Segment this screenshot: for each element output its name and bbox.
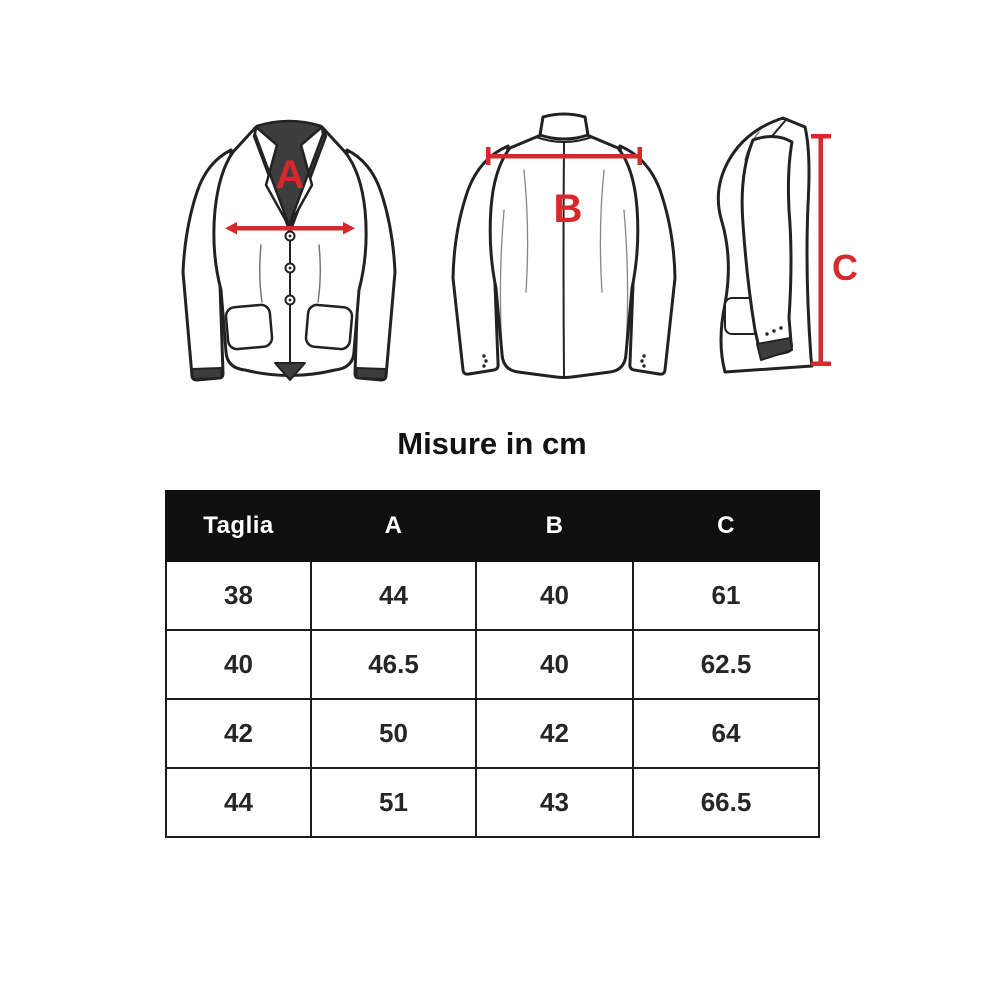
jacket-side-drawing: C xyxy=(716,116,858,374)
jacket-front-drawing: A xyxy=(181,119,397,382)
size-table-cell: 43 xyxy=(475,767,634,838)
size-table-cell: 42 xyxy=(475,698,634,769)
size-table-cell: 44 xyxy=(165,767,312,838)
jacket-back-drawing: B xyxy=(451,112,677,379)
size-table-cell: 38 xyxy=(165,560,312,631)
size-table-header-row: Taglia A B C xyxy=(165,490,820,562)
size-table-cell: 40 xyxy=(165,629,312,700)
size-table-cell: 40 xyxy=(475,629,634,700)
measure-label-b: B xyxy=(554,187,583,231)
size-table-cell: 40 xyxy=(475,560,634,631)
page-title: Misure in cm xyxy=(397,425,587,461)
size-table-cell: 50 xyxy=(310,698,477,769)
size-table-row: 44 51 43 66.5 xyxy=(165,767,820,838)
size-table-cell: 44 xyxy=(310,560,477,631)
size-table-cell: 42 xyxy=(165,698,312,769)
size-table-row: 40 46.5 40 62.5 xyxy=(165,629,820,700)
jacket-front-view-illustration: A xyxy=(168,110,410,390)
size-table: Taglia A B C 38 44 40 61 40 46.5 40 62.5… xyxy=(165,490,820,838)
size-table-cell: 66.5 xyxy=(632,767,820,838)
jacket-side-view-illustration: C xyxy=(698,110,870,390)
size-table-cell: 62.5 xyxy=(632,629,820,700)
size-table-header-a: A xyxy=(310,490,477,562)
size-table-row: 38 44 40 61 xyxy=(165,560,820,631)
size-table-header-c: C xyxy=(632,490,820,562)
size-table-cell: 64 xyxy=(632,698,820,769)
size-table-header-b: B xyxy=(475,490,634,562)
size-table-cell: 51 xyxy=(310,767,477,838)
size-table-cell: 46.5 xyxy=(310,629,477,700)
size-table-cell: 61 xyxy=(632,560,820,631)
jacket-back-view-illustration: B xyxy=(438,110,690,390)
size-table-header-taglia: Taglia xyxy=(165,490,312,562)
measure-line-a xyxy=(225,222,355,235)
size-table-row: 42 50 42 64 xyxy=(165,698,820,769)
measure-line-b xyxy=(486,147,642,165)
measure-line-c xyxy=(811,134,831,366)
measure-label-a: A xyxy=(276,153,305,197)
measure-label-c: C xyxy=(832,247,858,288)
